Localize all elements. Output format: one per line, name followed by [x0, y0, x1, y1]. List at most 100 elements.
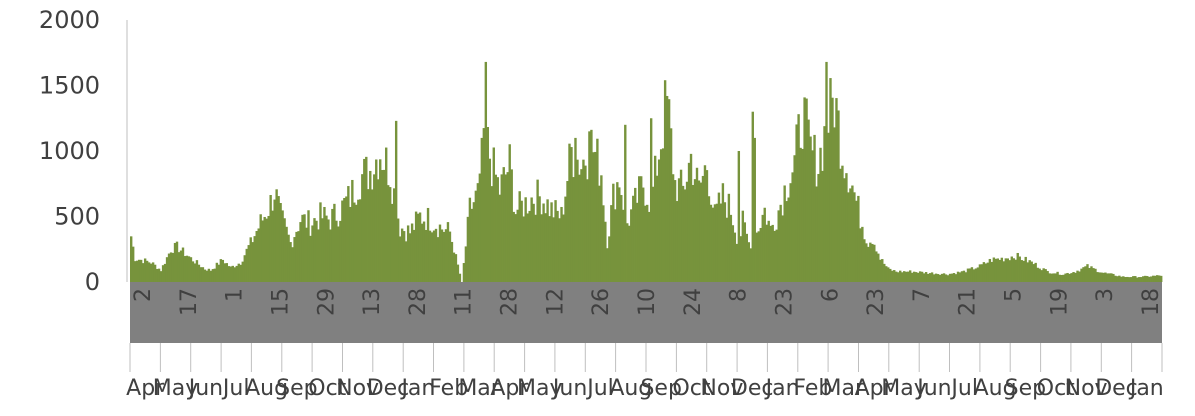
bar — [663, 80, 667, 283]
bar — [863, 239, 866, 282]
bar — [389, 187, 392, 282]
bar — [343, 197, 346, 282]
bar — [522, 216, 525, 282]
bar — [867, 246, 870, 282]
bar — [385, 147, 388, 282]
bar — [837, 110, 840, 282]
bar — [604, 221, 607, 282]
bar — [235, 265, 238, 282]
bar — [311, 225, 314, 282]
bar — [805, 98, 808, 282]
x-month-label: Oct — [672, 376, 710, 401]
bar — [1038, 268, 1041, 282]
bar — [1006, 258, 1009, 282]
bar — [225, 263, 229, 282]
bar — [1160, 275, 1163, 282]
bar — [458, 273, 462, 282]
bar — [1114, 275, 1117, 282]
bar — [331, 208, 334, 282]
bar — [960, 271, 964, 282]
bar — [1004, 258, 1007, 282]
bar — [899, 270, 902, 282]
bar — [759, 227, 762, 282]
x-day-label: 12 — [543, 288, 568, 316]
bar — [1072, 272, 1075, 282]
bar — [131, 246, 135, 282]
bar — [1082, 267, 1085, 282]
bar — [412, 229, 416, 282]
x-day-label: 19 — [1047, 288, 1072, 316]
bar — [1100, 272, 1103, 282]
bar — [540, 214, 543, 282]
bar — [785, 201, 788, 282]
bar — [502, 167, 505, 282]
bar — [893, 270, 896, 282]
bar — [934, 273, 938, 282]
bar — [137, 259, 141, 282]
bar — [337, 226, 340, 282]
bar — [139, 259, 143, 282]
bar — [1060, 274, 1063, 282]
bar — [1148, 276, 1151, 282]
bar — [149, 263, 153, 282]
bar — [185, 255, 189, 282]
bar — [1014, 259, 1017, 282]
bar — [153, 264, 157, 282]
x-month-label: Oct — [1037, 376, 1075, 401]
bar — [1052, 273, 1055, 282]
bar — [219, 259, 223, 282]
bar — [488, 158, 491, 282]
bar — [424, 229, 428, 282]
bar — [516, 209, 519, 282]
bar — [1122, 276, 1125, 282]
x-day-label: 24 — [681, 288, 706, 316]
bar — [930, 272, 934, 282]
bar — [512, 211, 515, 282]
bar — [881, 259, 884, 282]
bar — [201, 267, 205, 282]
bar — [341, 200, 344, 282]
bar — [825, 61, 828, 282]
x-day-label: 15 — [269, 288, 294, 316]
bar — [305, 227, 308, 282]
bar — [130, 236, 133, 282]
bar — [783, 185, 786, 282]
bar — [281, 210, 284, 282]
bar — [237, 263, 240, 282]
bar — [986, 262, 990, 282]
bar — [345, 196, 348, 282]
bar — [259, 214, 262, 282]
bar — [251, 242, 254, 282]
bar — [861, 226, 864, 282]
x-axis-band — [130, 282, 1162, 343]
bar — [1116, 276, 1119, 282]
bar — [189, 257, 193, 282]
bar — [580, 169, 583, 282]
bar — [478, 173, 482, 282]
bar — [646, 204, 649, 282]
bar — [938, 274, 942, 282]
bar — [614, 209, 617, 282]
x-month-label: Mar — [823, 376, 865, 401]
bar — [693, 179, 697, 282]
bar — [544, 213, 547, 282]
bar — [636, 202, 639, 282]
bar — [365, 156, 368, 282]
bar — [1118, 275, 1121, 282]
bar — [901, 272, 904, 282]
bar — [1026, 262, 1029, 282]
bar — [416, 213, 420, 282]
bar — [434, 228, 438, 282]
bar — [275, 189, 278, 282]
bar — [699, 182, 703, 282]
bar — [257, 228, 260, 282]
bar — [1150, 276, 1153, 282]
bar — [630, 209, 633, 282]
bar — [675, 201, 679, 282]
bar — [751, 111, 754, 282]
bar — [486, 127, 490, 282]
bar — [363, 158, 366, 282]
bar — [211, 269, 215, 282]
bar — [1102, 272, 1105, 282]
